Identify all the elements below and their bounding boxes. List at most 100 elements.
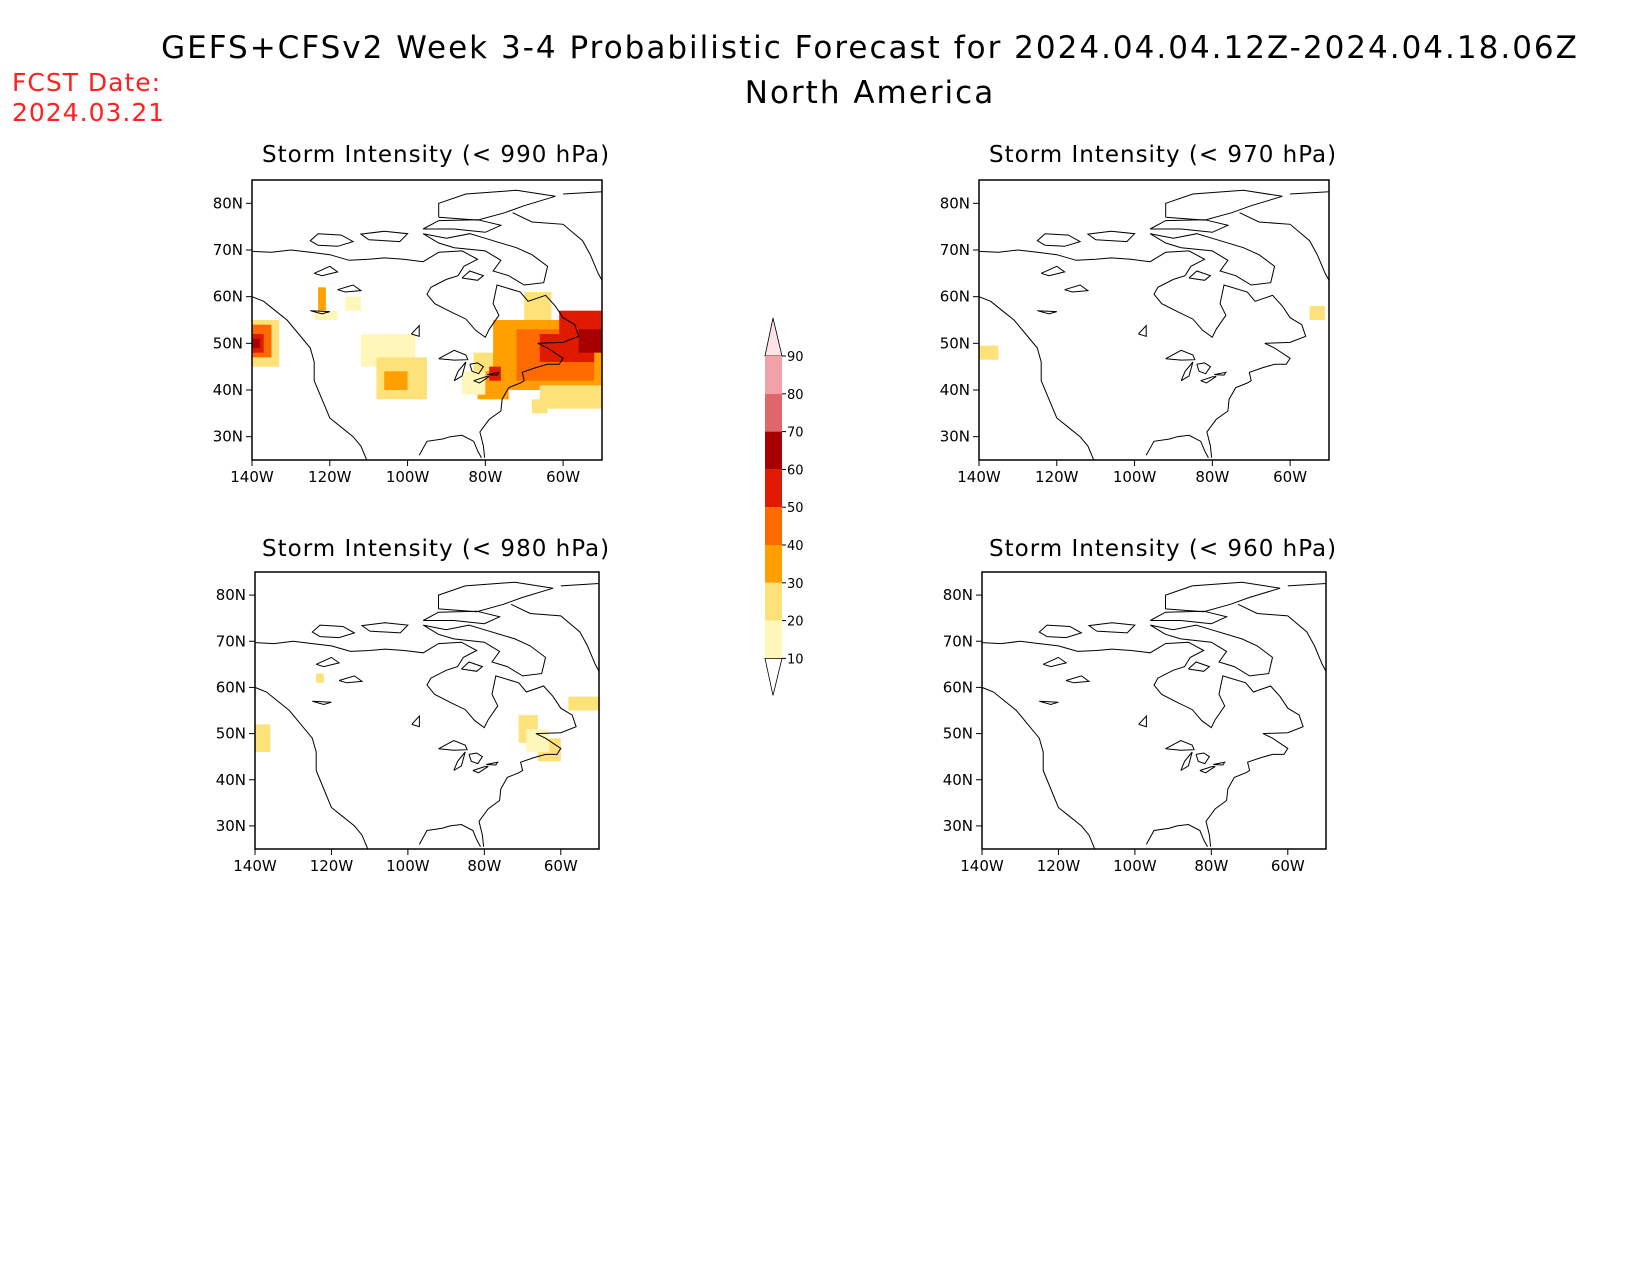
lat-tick-label: 50N xyxy=(940,334,970,352)
coastline xyxy=(1040,265,1066,277)
lat-tick-label: 30N xyxy=(216,817,246,835)
coastline xyxy=(310,310,330,315)
probability-cell xyxy=(345,296,361,311)
coastline xyxy=(473,376,490,384)
coastline xyxy=(979,296,1095,460)
coastline xyxy=(453,361,467,382)
coastline xyxy=(309,233,355,247)
coastline xyxy=(418,434,482,458)
lon-tick-label: 80W xyxy=(467,857,501,875)
coastline xyxy=(438,349,469,361)
map-panel-980: 80N 70N 60N 50N 40N 30N 140W 120W 100W 80W 60W xyxy=(216,571,600,875)
map-frame xyxy=(254,571,600,850)
coastline xyxy=(982,686,1096,849)
panel-title-960: Storm Intensity (< 960 hPa) xyxy=(989,536,1338,562)
coastline xyxy=(1149,624,1274,677)
lon-tick-label: 120W xyxy=(308,468,352,486)
coastline xyxy=(438,739,468,751)
coastline xyxy=(1199,765,1216,774)
lon-tick-label: 60W xyxy=(544,857,578,875)
coastline xyxy=(422,624,547,677)
map-frame xyxy=(981,571,1327,850)
coastline xyxy=(453,751,466,771)
coastline xyxy=(1138,714,1147,728)
coastline xyxy=(438,581,554,613)
lon-tick-label: 80W xyxy=(468,468,502,486)
coastline xyxy=(1237,603,1326,673)
coastline xyxy=(252,249,580,458)
coastline xyxy=(1145,823,1208,847)
coastline xyxy=(1213,761,1226,766)
coastline xyxy=(1149,219,1230,233)
lon-tick-label: 140W xyxy=(957,468,1001,486)
probability-cell xyxy=(462,371,486,395)
lon-tick-label: 60W xyxy=(1271,857,1305,875)
lat-tick-label: 60N xyxy=(940,288,970,306)
lat-tick-label: 30N xyxy=(213,428,243,446)
coastline xyxy=(255,686,369,849)
coastline xyxy=(1064,284,1090,293)
coastline xyxy=(487,371,500,376)
probability-cell xyxy=(252,338,260,348)
coastline xyxy=(313,265,339,277)
coastline xyxy=(438,189,556,221)
colorbar-label: 50 xyxy=(787,501,804,516)
colorbar-label: 90 xyxy=(787,350,804,365)
coastline xyxy=(1165,581,1281,613)
forecast-date-value: 2024.03.21 xyxy=(12,98,166,127)
lat-tick-label: 70N xyxy=(940,241,970,259)
coastline xyxy=(468,752,484,765)
lat-tick-label: 70N xyxy=(943,632,973,650)
coastline xyxy=(512,212,602,282)
coastline xyxy=(1065,675,1091,684)
lat-tick-label: 40N xyxy=(943,771,973,789)
coastline xyxy=(1165,349,1196,361)
lon-tick-label: 60W xyxy=(546,468,580,486)
panel-title-980: Storm Intensity (< 980 hPa) xyxy=(262,536,611,562)
coastline xyxy=(979,249,1307,458)
coastline xyxy=(510,603,599,673)
lon-tick-label: 140W xyxy=(230,468,274,486)
coastline xyxy=(1149,610,1229,625)
colorbar-label: 20 xyxy=(787,615,804,630)
map-panel-960: 80N 70N 60N 50N 40N 30N 140W 120W 100W 80W 60W xyxy=(943,571,1327,875)
colorbar-swatch xyxy=(765,545,782,583)
colorbar-swatch xyxy=(765,620,782,659)
lat-tick-label: 30N xyxy=(943,817,973,835)
probability-cell xyxy=(314,310,338,320)
map-panel-990-content xyxy=(252,189,602,460)
coastline xyxy=(1038,624,1083,639)
lat-tick-label: 60N xyxy=(216,678,246,696)
lon-tick-label: 80W xyxy=(1195,468,1229,486)
panel-title-970: Storm Intensity (< 970 hPa) xyxy=(989,142,1338,168)
coastline xyxy=(252,296,368,460)
coastline xyxy=(1087,622,1136,634)
coastline xyxy=(360,622,409,634)
lon-tick-label: 60W xyxy=(1273,468,1307,486)
lat-tick-label: 40N xyxy=(216,771,246,789)
coastline xyxy=(1149,233,1276,286)
forecast-date-label: FCST Date: xyxy=(12,68,162,97)
lon-tick-label: 100W xyxy=(386,857,430,875)
probability-cell xyxy=(526,728,550,753)
coastline xyxy=(411,714,420,728)
probability-cell xyxy=(539,385,602,409)
coastline xyxy=(1214,371,1227,376)
colorbar-swatch xyxy=(765,393,782,432)
colorbar-swatch xyxy=(765,507,782,545)
coastline xyxy=(982,640,1304,847)
coastline xyxy=(422,233,549,286)
coastline xyxy=(1145,434,1209,458)
coastline xyxy=(469,362,485,375)
coastline xyxy=(1188,661,1211,672)
map-panel-990: 80N 70N 60N 50N 40N 30N 140W 120W 100W 80W 60W xyxy=(213,179,603,486)
lat-tick-label: 50N xyxy=(213,334,243,352)
coastline xyxy=(563,191,602,195)
coastline xyxy=(1195,752,1211,765)
coastline xyxy=(255,640,577,847)
coastline xyxy=(1188,270,1212,281)
coastline xyxy=(1086,230,1136,243)
lat-tick-label: 80N xyxy=(940,194,970,212)
lat-tick-label: 70N xyxy=(213,241,243,259)
